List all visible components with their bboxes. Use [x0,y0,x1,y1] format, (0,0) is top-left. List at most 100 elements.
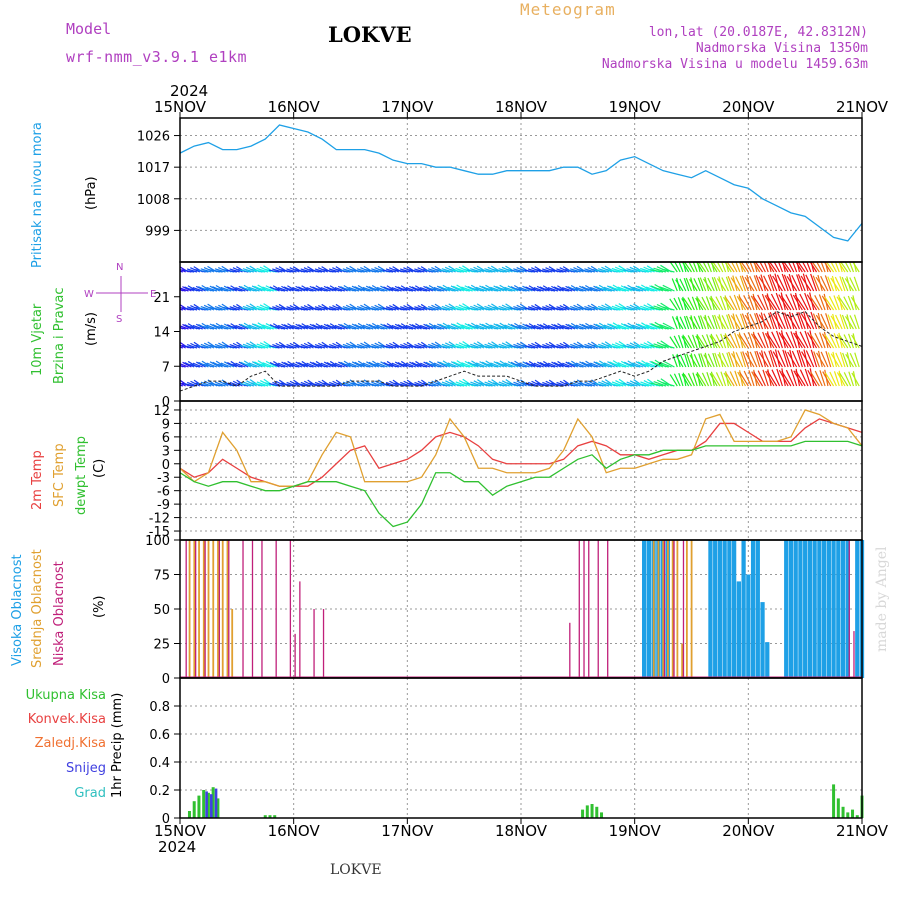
wind-arrow [724,262,732,273]
wind-arrow [297,307,308,311]
wind-arrow [536,323,547,330]
wind-arrow [441,381,454,387]
wind-arrow [673,373,681,387]
wind-arrow [729,371,738,387]
wind-speed-line [179,311,863,392]
wind-arrow [724,334,735,349]
wind-arrow [217,363,229,368]
wind-arrow [829,371,837,387]
wind-arrow [306,362,317,368]
top-day-label: 15NOV [154,98,207,116]
wind-arrow [706,262,712,273]
wind-arrow [192,362,203,368]
wind-arrow [611,343,624,349]
wind-arrow [524,269,536,273]
wind-arrow [314,306,326,311]
wind-arrow [792,262,798,273]
wind-arrow [180,328,181,329]
wind-arrow [190,305,201,311]
wind-arrow [359,325,371,330]
wind-arrow [825,351,832,368]
wind-arrow [547,362,559,368]
wind-arrow [253,382,266,387]
wind-arrow [757,370,766,387]
wind-arrow [180,271,181,272]
wind-arrow [721,262,727,273]
wind-arrow [744,314,755,330]
wind-arrow [314,381,326,387]
wind-arrow [640,343,652,349]
wind-arrow [411,307,422,311]
wind-arrow [743,295,752,311]
wind-arrow [566,345,578,349]
wind-arrow [556,268,567,273]
wind-arrow [438,382,451,387]
wind-arrow [544,363,556,368]
wind-arrow [593,285,604,292]
wind-arrow [816,352,826,368]
wind-arrow [721,315,729,330]
wind-arrow [752,333,764,349]
compass-e: E [150,289,157,300]
wind-arrow [547,324,559,330]
wind-arrow [607,323,618,330]
wind-arrow [678,262,684,273]
wind-arrow [180,347,181,348]
wind-arrow [843,296,852,311]
wind-arrow [383,362,394,368]
wind-arrow [796,312,803,330]
precip-total-bar [841,806,845,818]
wind-arrow [251,285,263,292]
wind-arrow [530,363,542,368]
wind-arrow [539,383,550,387]
wind-arrow [391,324,402,330]
wind-arrow [784,350,792,368]
wind-arrow [697,277,704,292]
wind-arrow [533,287,544,292]
wind-arrow [581,382,593,387]
wind-arrow [776,330,784,349]
wind-arrow [226,345,237,349]
wind-arrow [317,326,328,330]
wind-arrow [758,276,769,292]
wind-arrow [726,352,732,368]
compass-w: W [84,289,94,300]
wind-arrow [640,305,652,311]
wind-arrow [206,324,218,330]
wind-arrow [558,288,570,292]
wind-arrow [507,323,519,330]
wind-arrow [715,334,724,349]
wind-arrow [461,324,473,330]
cloud-mid-bar [667,540,669,678]
wind-arrow [653,305,667,311]
wind-arrow [424,269,436,273]
bottom-day-label: 20NOV [722,822,775,840]
wind-arrow [533,362,544,368]
wind-arrow [594,269,607,273]
wind-arrow [388,288,399,292]
wind-arrow [790,369,798,387]
wind-arrow [636,307,649,311]
wind-arrow [525,286,536,292]
cloud-low-bar [242,540,244,678]
wind-arrow [283,286,294,292]
wind-arrow [297,383,309,387]
wind-arrow [661,344,675,349]
wind-arrow [542,344,553,349]
wind-arrow [281,323,292,330]
wind-arrow [504,286,516,292]
precip-total-bar [595,806,599,818]
wind-arrow [286,344,297,349]
wind-arrow [180,346,184,349]
wind-arrow [642,325,655,330]
wind-arrow [353,345,365,349]
wind-arrow [186,306,198,311]
wind-arrow [495,345,507,349]
wind-arrow [739,313,747,330]
wind-arrow [334,287,346,292]
wind-arrow [777,262,783,273]
wind-arrow [834,262,840,273]
wind-arrow [653,343,667,349]
wind-arrow [195,323,206,330]
wind-arrow [839,276,846,292]
